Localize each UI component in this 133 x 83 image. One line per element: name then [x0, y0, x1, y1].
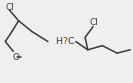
Text: O: O [13, 53, 20, 62]
Text: C: C [67, 37, 74, 46]
Text: Cl: Cl [6, 3, 15, 12]
Text: Cl: Cl [89, 18, 98, 27]
Text: ?: ? [62, 37, 67, 46]
Text: H: H [55, 37, 62, 46]
